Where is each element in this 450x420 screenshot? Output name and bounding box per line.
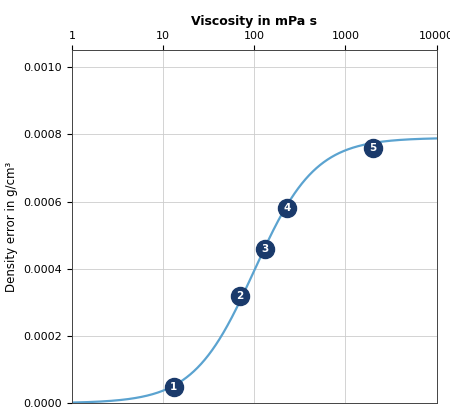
Text: 1: 1 <box>170 382 177 392</box>
Y-axis label: Density error in g/cm³: Density error in g/cm³ <box>5 162 18 292</box>
X-axis label: Viscosity in mPa s: Viscosity in mPa s <box>191 15 317 28</box>
Text: 4: 4 <box>284 203 291 213</box>
Text: 5: 5 <box>369 143 377 153</box>
Text: 3: 3 <box>261 244 268 254</box>
Text: 2: 2 <box>237 291 244 301</box>
